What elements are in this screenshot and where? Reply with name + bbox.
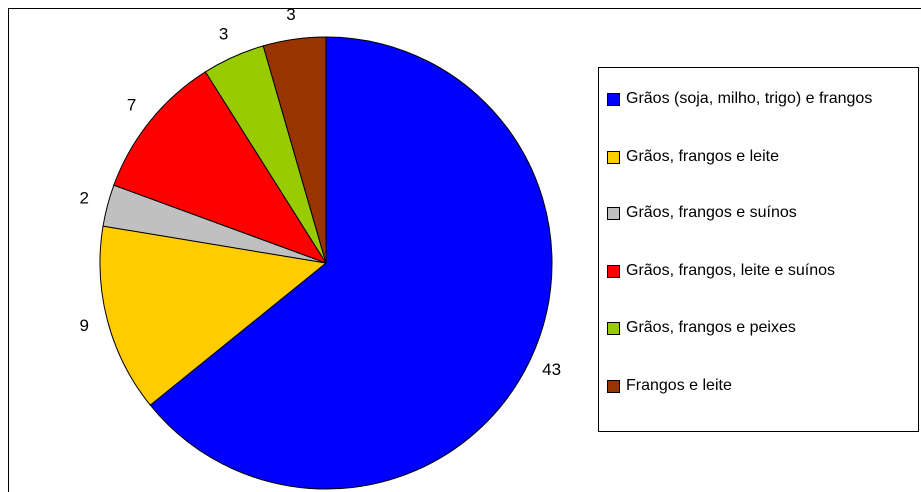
legend-swatch [607,151,620,164]
legend-item: Grãos, frangos e leite [607,146,886,168]
data-label: 43 [542,360,561,379]
legend-item: Frangos e leite [607,375,886,397]
legend-label: Grãos, frangos e leite [626,148,779,165]
data-label: 9 [80,316,89,335]
legend-item: Grãos, frangos, leite e suínos [607,260,886,282]
pie-slice [113,71,328,264]
pie-slice [149,36,553,490]
data-label: 7 [127,95,136,114]
legend-item: Grãos (soja, milho, trigo) e frangos [607,88,886,110]
pie-slice [99,225,328,406]
pie-slice [262,36,327,264]
legend: Grãos (soja, milho, trigo) e frangos Grão… [598,67,919,432]
legend-swatch [607,380,620,393]
legend-label: Grãos, frangos, leite e suínos [626,262,835,279]
legend-swatch [607,265,620,278]
legend-label: Frangos e leite [626,377,732,394]
legend-item: Grãos, frangos e peixes [607,317,886,339]
data-label: 3 [286,5,295,24]
legend-label: Grãos, frangos e suínos [626,204,797,221]
legend-swatch [607,93,620,106]
data-label: 2 [80,189,89,208]
chart-frame [8,8,921,492]
legend-label: Grãos, frangos e peixes [626,319,796,336]
legend-swatch [607,207,620,220]
legend-item: Grãos, frangos e suínos [607,202,886,224]
legend-label: Grãos (soja, milho, trigo) e frangos [626,90,873,107]
legend-swatch [607,322,620,335]
data-label: 3 [219,24,228,43]
